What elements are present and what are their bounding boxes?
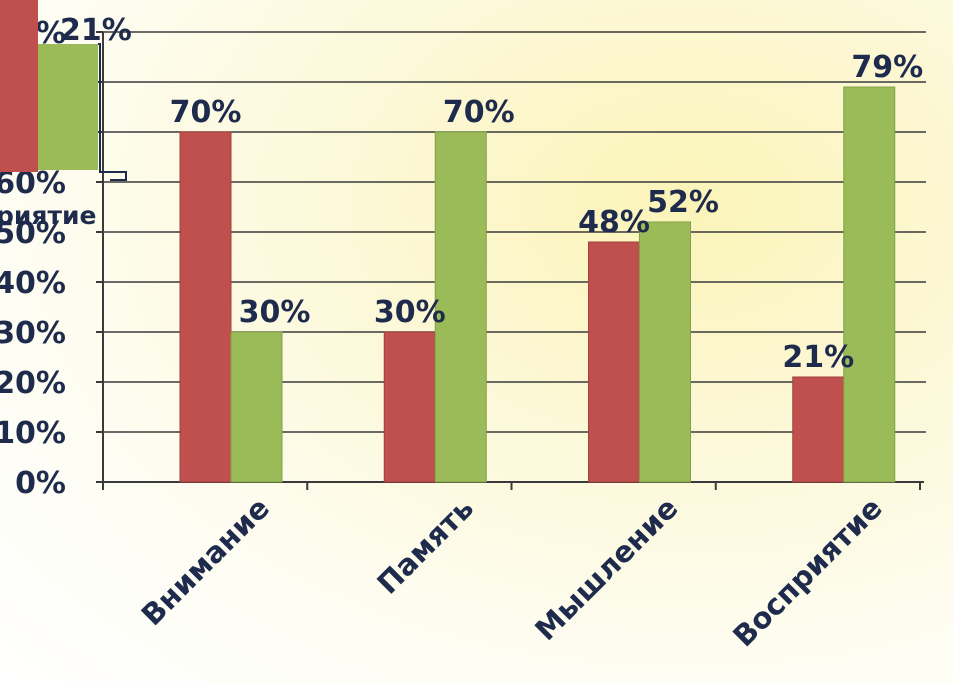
data-label: 21% <box>782 340 854 375</box>
data-label: 79% <box>851 50 923 85</box>
data-label: 48% <box>578 205 650 240</box>
legend-swatch-series-1 <box>0 0 38 172</box>
category-label: Память <box>370 491 480 601</box>
data-label: 30% <box>374 295 446 330</box>
data-label: 70% <box>443 95 515 130</box>
bar-Внимание-series-1 <box>180 132 231 482</box>
category-label: Мышление <box>528 491 684 647</box>
legend-swatch-series-2 <box>38 44 98 170</box>
bar-Внимание-series-2 <box>231 332 282 482</box>
category-label: Восприятие <box>726 491 888 653</box>
data-label: 70% <box>170 95 242 130</box>
category-labels: Внимание Память Мышление Восприятие <box>135 491 889 653</box>
y-tick-label: 30% <box>0 316 66 351</box>
bars <box>180 87 895 482</box>
y-tick-label: 20% <box>0 366 66 401</box>
data-label: 52% <box>647 185 719 220</box>
bar-Восприятие-series-2 <box>844 87 895 482</box>
data-label: 30% <box>239 295 311 330</box>
category-label: Внимание <box>135 491 276 632</box>
bar-Восприятие-series-1 <box>793 377 844 482</box>
bar-Мышление-series-2 <box>640 222 691 482</box>
bar-Мышление-series-1 <box>589 242 640 482</box>
y-tick-label: 40% <box>0 266 66 301</box>
y-tick-label: 0% <box>15 466 66 501</box>
legend-label: риятие <box>0 201 96 230</box>
legend-percent: 21% <box>60 13 132 48</box>
bar-Память-series-1 <box>384 332 435 482</box>
y-tick-label: 10% <box>0 416 66 451</box>
data-labels: 70% 30% 48% 21% 30% 70% 52% 79% <box>170 50 924 375</box>
